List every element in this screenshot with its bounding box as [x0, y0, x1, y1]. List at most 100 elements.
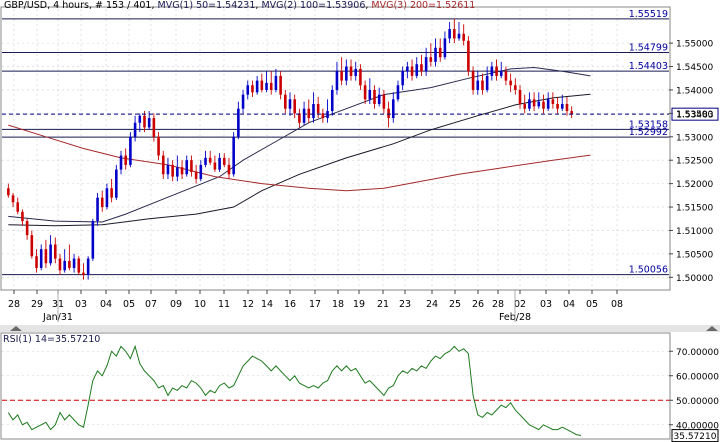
time-tick-label: 04 [563, 299, 575, 310]
candle-body [382, 94, 386, 109]
rsi-line [7, 344, 582, 436]
candle-body [129, 136, 132, 165]
candle-body [359, 68, 362, 86]
candle-body [86, 258, 90, 275]
time-tick-label: 04 [100, 299, 112, 310]
candle-body [387, 108, 390, 119]
candle-body [391, 99, 395, 119]
candle-body [321, 113, 325, 119]
time-tick-label: 24 [426, 299, 438, 310]
time-tick-label: 11 [218, 299, 230, 310]
candle-body [49, 244, 52, 264]
time-tick-label: 03 [75, 299, 87, 310]
month-label-jan: Jan/31 [42, 312, 73, 323]
price-tick-label: 1.55000 [676, 40, 713, 50]
candle-body [420, 64, 423, 72]
candle-body [532, 99, 536, 107]
price-axis: 1.55000 1.54500 1.54000 1.53500 1.53000 1.525… [669, 40, 713, 284]
candle-body [7, 188, 10, 196]
candle-body [190, 160, 193, 172]
candle-body [25, 221, 29, 236]
rsi-panel [0, 332, 671, 440]
time-axis: 28 29 31 03 04 05 07 09 10 11 12 14 16 17 18 19 21 23 24 25… [8, 290, 623, 323]
candle-body [152, 118, 156, 137]
candle-body [438, 47, 442, 58]
candle-body [232, 136, 235, 175]
candle-body [11, 195, 15, 203]
candle-body [105, 188, 109, 208]
current-price-label: 1.53483 [676, 111, 713, 121]
price-tick-label: 1.54500 [676, 63, 713, 73]
candle-body [138, 115, 142, 123]
time-tick-label: 07 [145, 299, 157, 310]
candle-body [100, 197, 104, 208]
current-price-box [671, 107, 719, 121]
header-ma3: MVG(3) 200=1.52611 [371, 0, 475, 11]
time-tick-label: 09 [170, 299, 182, 310]
candle-body [457, 33, 461, 39]
candle-body [124, 155, 127, 165]
candle-body [368, 89, 372, 100]
candle-body [284, 94, 287, 109]
time-tick-label: 16 [284, 299, 296, 310]
candle-body [82, 272, 85, 275]
candle-body [495, 66, 498, 76]
candle-body [180, 167, 184, 175]
level-label: 1.55519 [629, 9, 668, 20]
candle-body [448, 29, 451, 39]
candle-body [133, 122, 137, 137]
header-ma2: MVG(2) 100=1.53906 [261, 0, 365, 11]
candle-body [251, 85, 254, 93]
level-label: 1.54799 [629, 43, 668, 54]
price-tick-label: 1.51000 [676, 227, 713, 237]
candle-body [546, 99, 550, 109]
candle-body [274, 75, 278, 90]
candle-body [504, 71, 508, 81]
time-tick-label: 28 [492, 299, 504, 310]
candle-body [373, 89, 376, 105]
current-price-line: 1.53483 [2, 107, 719, 121]
candle-body [462, 33, 465, 41]
candle-body [298, 113, 301, 123]
candle-body [434, 47, 437, 62]
candle-body [39, 249, 43, 268]
candle-body [68, 260, 71, 268]
candle-body [194, 171, 198, 179]
candle-body [218, 157, 221, 170]
candle-body [260, 80, 264, 90]
time-tick-label: 21 [377, 299, 389, 310]
price-tick-label: 1.50000 [676, 274, 713, 284]
ma-line-3 [8, 124, 591, 192]
candle-body [21, 211, 24, 222]
candle-body [537, 101, 541, 107]
candle-body [514, 85, 517, 90]
candle-body [110, 188, 113, 198]
candle-body [453, 29, 456, 39]
rsi-tick-label: 50.00000 [676, 397, 719, 407]
level-label: 1.53158 [629, 119, 668, 130]
time-tick-label: 28 [8, 299, 20, 310]
candle-body [185, 160, 189, 175]
candle-body [302, 108, 306, 123]
panel-divider[interactable] [0, 325, 720, 332]
candle-body [166, 164, 170, 175]
candle-body [415, 64, 419, 76]
candle-body [307, 108, 311, 119]
candle-body [467, 40, 470, 72]
level-label: 1.52992 [629, 127, 668, 138]
divider-arrow-icon[interactable] [10, 326, 22, 331]
header-symbol: GBP/USD [4, 0, 47, 11]
candle-body [199, 164, 203, 179]
candle-body [30, 235, 34, 257]
candle-body [77, 258, 81, 273]
main-panel [0, 6, 671, 291]
price-tick-label: 1.52500 [676, 157, 713, 167]
time-tick-label: 25 [449, 299, 461, 310]
candle-body [499, 71, 503, 76]
rsi-tick-label: 70.00000 [676, 348, 719, 358]
candle-body [143, 115, 146, 128]
candle-body [354, 68, 358, 76]
candle-body [349, 66, 353, 76]
candle-body [523, 104, 527, 109]
divider-arrow-icon-right[interactable] [706, 326, 718, 331]
